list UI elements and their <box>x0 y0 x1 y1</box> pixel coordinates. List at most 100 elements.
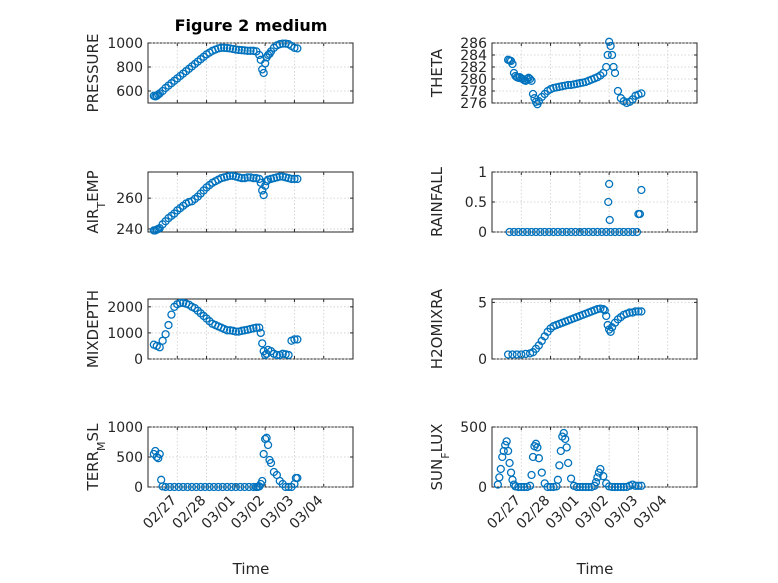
data-point <box>637 89 646 98</box>
data-point <box>634 307 643 316</box>
data-point <box>231 45 241 54</box>
data-point <box>628 227 637 237</box>
data-point <box>584 482 593 492</box>
data-point <box>290 174 299 184</box>
data-point <box>581 482 590 492</box>
data-point <box>588 227 598 237</box>
data-point <box>566 227 576 237</box>
data-point <box>603 320 612 330</box>
y-tick-label: 282 <box>460 60 487 76</box>
data-point <box>183 482 192 492</box>
data-point <box>225 326 235 335</box>
data-point <box>610 482 620 492</box>
y-tick-label: 0 <box>478 480 487 496</box>
data-point <box>240 326 249 335</box>
data-point <box>178 482 188 492</box>
y-tick-label: 286 <box>460 36 487 52</box>
data-point <box>266 458 276 468</box>
data-point <box>272 350 282 360</box>
data-point <box>562 443 571 452</box>
data-point <box>154 454 163 463</box>
data-point <box>284 350 293 360</box>
data-point <box>631 481 640 490</box>
data-point <box>260 59 270 68</box>
y-tick-label: 500 <box>116 450 143 466</box>
data-point <box>236 482 245 492</box>
data-point <box>553 475 563 484</box>
y-tick-label: 260 <box>116 191 143 207</box>
data-point <box>607 482 617 492</box>
y-tick-label: 278 <box>460 84 487 100</box>
data-point <box>632 227 642 237</box>
y-tick-label: 0 <box>134 480 143 496</box>
data-point <box>559 428 568 438</box>
data-point <box>517 350 526 359</box>
data-point <box>533 443 542 452</box>
data-point <box>527 470 536 480</box>
data-point <box>543 482 552 492</box>
data-point <box>509 227 519 237</box>
data-point <box>255 323 264 332</box>
y-axis-label: TERRMSL <box>84 423 108 492</box>
data-point <box>158 336 167 345</box>
y-axis-label: SUNFLUX <box>428 424 452 491</box>
data-point <box>610 68 620 78</box>
data-point <box>602 311 611 321</box>
y-tick-label: 0 <box>478 352 487 368</box>
data-point <box>502 437 511 446</box>
data-point <box>249 174 258 183</box>
data-point <box>637 481 646 490</box>
y-tick-label: 2000 <box>107 300 143 316</box>
data-point <box>572 482 582 492</box>
data-point <box>578 482 587 492</box>
data-point <box>528 452 538 462</box>
data-point <box>275 172 284 181</box>
data-point <box>615 227 624 237</box>
data-point <box>259 449 268 459</box>
data-point <box>249 482 258 492</box>
panel-mixdepth: 0 1000 2000 MIXDEPTH <box>84 290 354 368</box>
data-point <box>619 227 628 237</box>
figure-title: Figure 2 medium <box>175 16 328 35</box>
data-point <box>637 185 646 195</box>
data-point <box>527 76 536 85</box>
data-point <box>263 440 273 450</box>
data-point <box>563 458 573 468</box>
data-point <box>593 227 602 237</box>
data-point <box>255 50 264 60</box>
data-point <box>503 446 513 456</box>
y-tick-label: 1000 <box>107 326 143 342</box>
data-point <box>619 482 628 492</box>
data-point <box>495 473 504 482</box>
data-point <box>281 482 290 492</box>
data-point <box>243 173 252 182</box>
data-point <box>563 80 573 90</box>
data-point <box>256 328 265 338</box>
data-point <box>258 476 267 486</box>
data-point <box>237 174 246 183</box>
data-point <box>209 482 219 492</box>
panel-rainfall: 0 0.5 1 RAINFALL <box>428 165 698 241</box>
data-point <box>237 326 246 335</box>
data-point <box>553 227 563 237</box>
data-point <box>613 482 623 492</box>
y-tick-label: 0 <box>134 352 143 368</box>
data-point <box>234 45 243 55</box>
y-tick-label: 600 <box>116 84 143 100</box>
data-point <box>259 190 268 200</box>
data-point <box>174 482 183 492</box>
data-point <box>604 37 614 46</box>
data-point <box>192 482 201 492</box>
y-tick-label: 1 <box>478 165 487 181</box>
panel-pressure: 600 800 1000 PRESSURE <box>84 34 354 112</box>
data-point <box>555 461 564 470</box>
data-point <box>287 174 296 184</box>
data-point <box>227 482 236 492</box>
y-tick-label: 0.5 <box>465 195 487 211</box>
y-tick-label: 5 <box>478 295 487 311</box>
data-point <box>591 478 601 487</box>
data-point <box>609 62 618 72</box>
data-point <box>597 227 606 237</box>
